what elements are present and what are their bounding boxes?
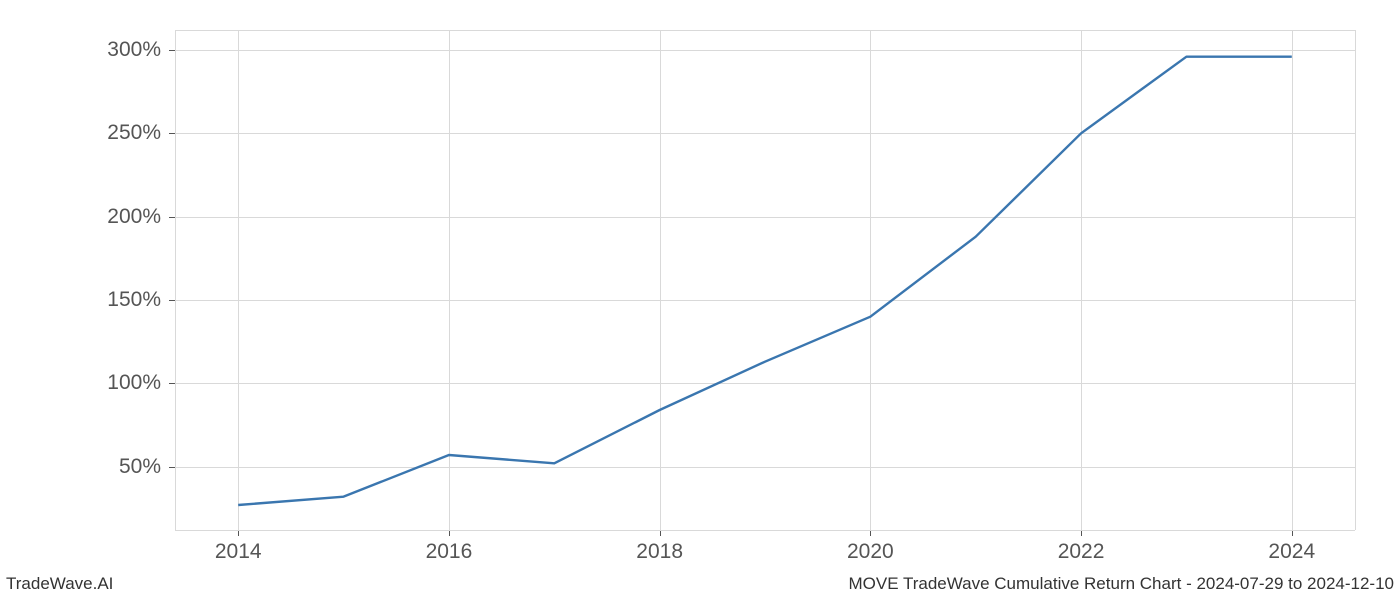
line-layer [175,30,1355,530]
plot-spine [175,530,1355,531]
y-tick-label: 100% [107,371,161,395]
y-tick-label: 250% [107,121,161,145]
plot-area: 20142016201820202022202450%100%150%200%2… [175,30,1355,530]
y-tick-label: 200% [107,205,161,229]
y-tick-label: 300% [107,38,161,62]
y-tick-label: 50% [119,455,161,479]
y-tick-label: 150% [107,288,161,312]
x-tick-label: 2020 [847,540,894,564]
plot-spine [1355,30,1356,530]
x-tick-label: 2022 [1058,540,1105,564]
footer-left-text: TradeWave.AI [6,574,113,594]
x-tick-label: 2018 [636,540,683,564]
series-cumulative-return [238,57,1292,505]
x-tick-label: 2016 [426,540,473,564]
chart-container: 2014 2016 2018 2020 2022 2024 50% 100% 150% 200% 2… [0,0,1400,600]
x-tick-label: 2024 [1268,540,1315,564]
x-tick-label: 2014 [215,540,262,564]
footer-right-text: MOVE TradeWave Cumulative Return Chart -… [848,574,1394,594]
